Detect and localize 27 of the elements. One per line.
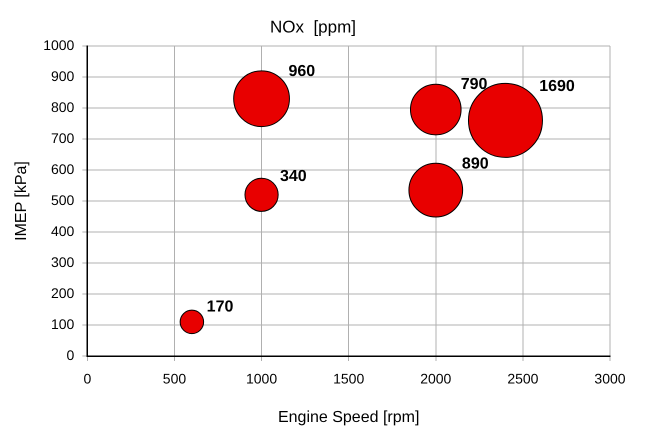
y-tick-label: 0: [66, 346, 75, 363]
x-tick-label: 2500: [507, 370, 539, 386]
x-tick-label: 500: [162, 370, 186, 386]
y-tick-label: 100: [50, 316, 75, 332]
y-tick-label: 700: [50, 130, 75, 146]
x-tick-label: 1000: [246, 370, 278, 386]
data-label: 340: [280, 168, 307, 185]
x-tick-label: 1500: [333, 370, 364, 386]
x-tick-label: 2000: [420, 370, 452, 386]
y-tick-label: 200: [50, 284, 75, 301]
x-tick-label: 0: [83, 370, 92, 386]
y-tick-label: 800: [50, 98, 75, 115]
x-tick-label: 3000: [594, 370, 626, 386]
data-label: 170: [206, 298, 234, 316]
data-label: 890: [462, 155, 489, 172]
x-axis-title: Engine Speed [rpm]: [278, 408, 420, 426]
data-label: 1690: [539, 78, 575, 96]
data-label: 960: [288, 63, 316, 80]
y-tick-label: 900: [50, 68, 75, 84]
y-axis-title: IMEP [kPa]: [13, 161, 30, 241]
y-tick-label: 600: [50, 160, 75, 177]
y-tick-label: 300: [50, 254, 75, 270]
chart-title: NOx [ppm]: [270, 17, 356, 36]
y-tick-label: 500: [50, 192, 75, 208]
y-tick-label: 400: [50, 222, 75, 239]
y-tick-label: 1000: [43, 36, 75, 53]
data-label: 790: [460, 76, 488, 93]
